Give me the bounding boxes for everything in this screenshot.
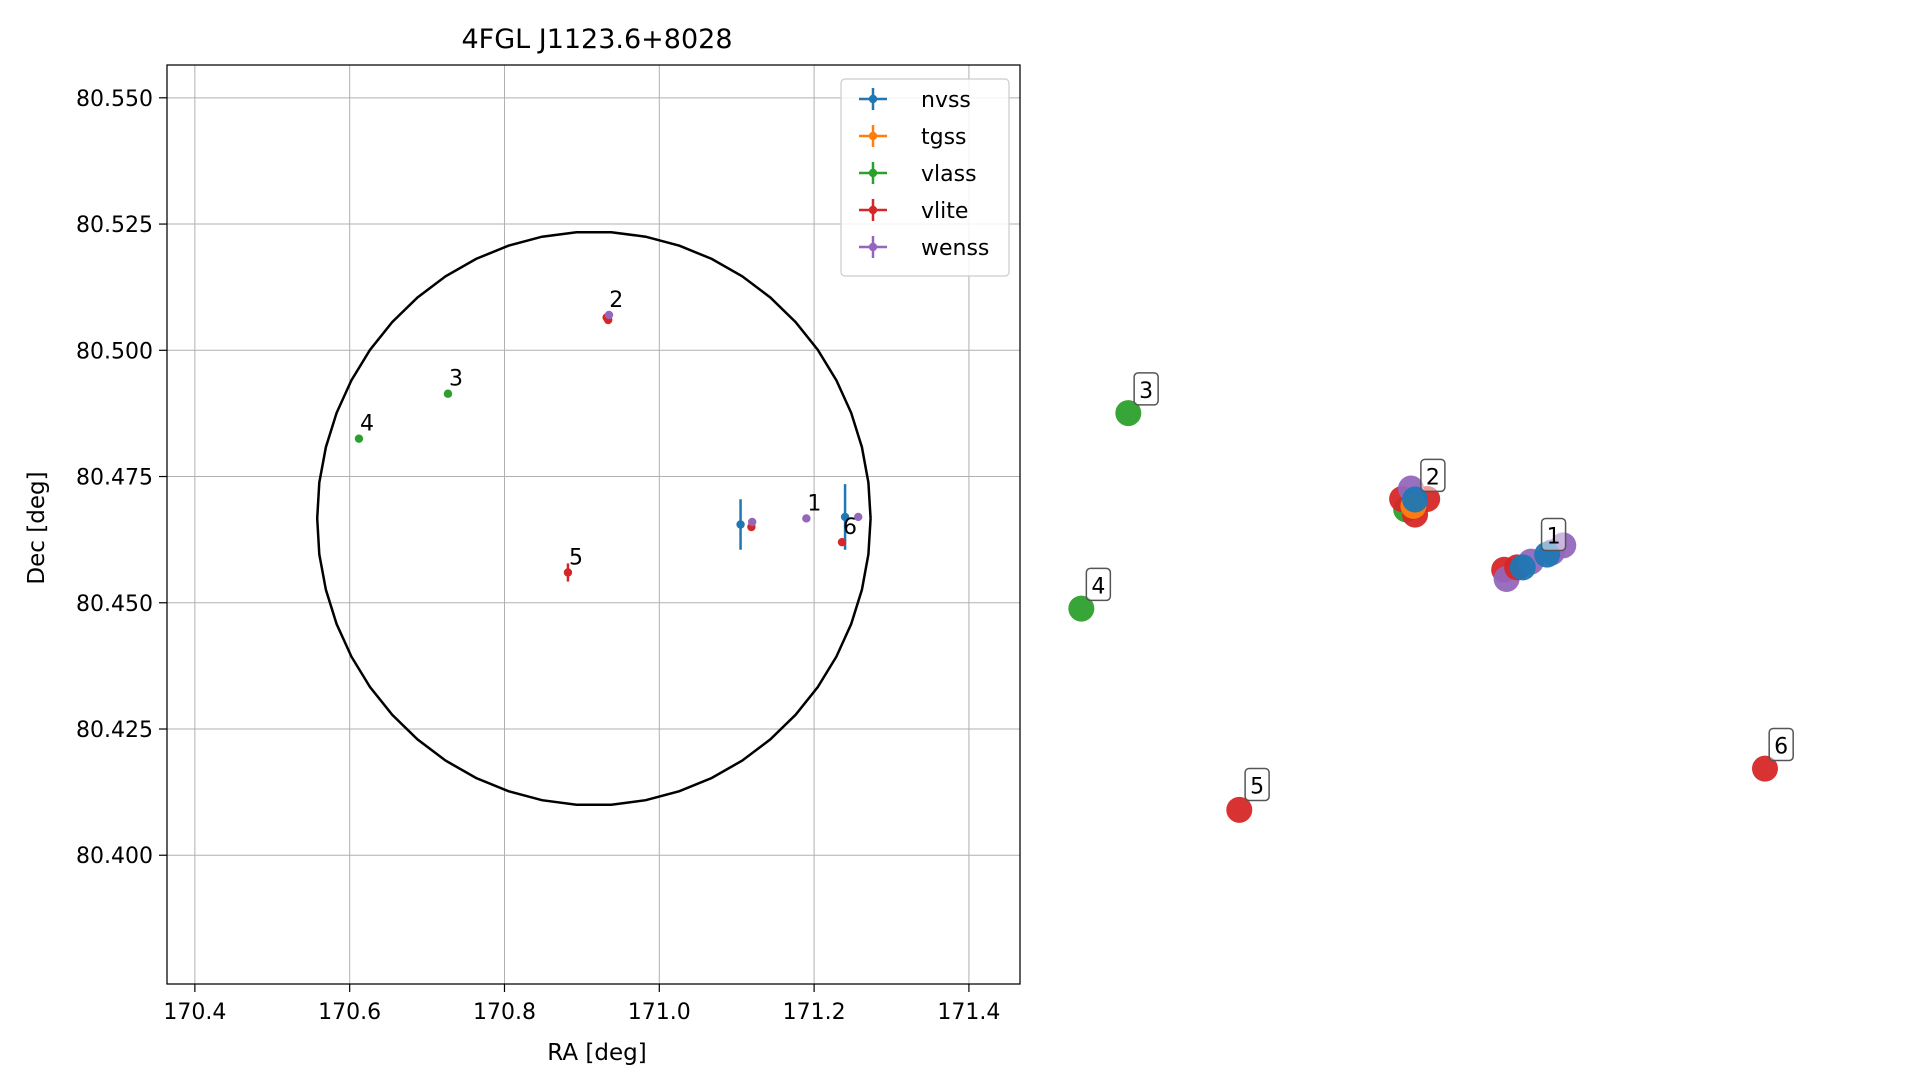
x-tick-label: 170.6 bbox=[318, 1000, 381, 1025]
y-axis-ticks: 80.400 80.425 80.450 80.475 80.500 80.525 80.5… bbox=[76, 87, 167, 869]
y-tick-label: 80.475 bbox=[76, 466, 153, 491]
marker bbox=[854, 512, 863, 522]
point-nvss bbox=[840, 484, 850, 550]
legend-entry-vlass: vlass bbox=[859, 162, 977, 187]
x-tick-label: 171.0 bbox=[628, 1000, 691, 1025]
annotation-layer: 1 2 3 4 5 6 bbox=[360, 288, 857, 571]
cluster-label: 3 bbox=[1133, 372, 1159, 406]
legend-marker bbox=[868, 131, 878, 141]
source-number-label: 6 bbox=[843, 515, 857, 540]
source-number-label: 2 bbox=[609, 288, 623, 313]
legend-marker bbox=[868, 94, 878, 104]
cluster-point bbox=[1509, 554, 1536, 581]
legend-label: nvss bbox=[921, 88, 971, 113]
label-box bbox=[1085, 567, 1112, 602]
label-box bbox=[1133, 372, 1159, 406]
legend-label: vlite bbox=[921, 199, 968, 224]
label-box bbox=[1244, 767, 1270, 802]
marker bbox=[747, 517, 757, 527]
label-box bbox=[1420, 458, 1446, 493]
point-wenss bbox=[854, 512, 863, 522]
label-text: 3 bbox=[1139, 379, 1153, 404]
cluster-point bbox=[1068, 595, 1095, 622]
cluster-label: 4 bbox=[1085, 567, 1112, 602]
label-text: 1 bbox=[1547, 525, 1561, 550]
y-tick-label: 80.525 bbox=[76, 213, 153, 238]
point-vlass bbox=[354, 434, 364, 443]
marker bbox=[736, 520, 745, 529]
source-number-label: 1 bbox=[807, 491, 821, 516]
y-tick-label: 80.500 bbox=[76, 339, 153, 364]
cluster-point bbox=[1751, 755, 1778, 782]
marker bbox=[840, 512, 850, 522]
marker bbox=[354, 434, 364, 443]
legend-label: tgss bbox=[921, 125, 967, 150]
legend-entry-tgss: tgss bbox=[859, 125, 967, 150]
plot-frame bbox=[166, 64, 1021, 985]
point-vlite bbox=[837, 537, 847, 547]
legend-marker bbox=[868, 205, 878, 215]
legend-label: wenss bbox=[921, 236, 989, 261]
x-tick-label: 170.4 bbox=[163, 1000, 226, 1025]
x-axis-ticks: 170.4 170.6 170.8 171.0 171.2 171.4 bbox=[163, 984, 1000, 1025]
y-axis-label: Dec [deg] bbox=[24, 471, 50, 584]
source-number-label: 5 bbox=[569, 545, 583, 570]
legend-marker bbox=[868, 168, 878, 178]
marker bbox=[604, 310, 614, 320]
point-wenss bbox=[747, 517, 757, 527]
label-text: 4 bbox=[1091, 574, 1105, 599]
point-wenss bbox=[802, 514, 811, 523]
x-axis-label: RA [deg] bbox=[547, 1040, 646, 1066]
cluster-label: 5 bbox=[1244, 767, 1270, 802]
y-tick-label: 80.425 bbox=[76, 718, 153, 743]
x-tick-label: 170.8 bbox=[473, 1000, 536, 1025]
cluster-label: 6 bbox=[1768, 727, 1794, 762]
y-tick-label: 80.400 bbox=[76, 844, 153, 869]
label-box bbox=[1540, 517, 1567, 552]
localization-ellipse bbox=[315, 230, 872, 806]
cluster-point bbox=[1226, 796, 1253, 823]
marker bbox=[837, 537, 847, 547]
label-box bbox=[1768, 727, 1794, 762]
y-tick-label: 80.450 bbox=[76, 592, 153, 617]
point-vlass bbox=[443, 389, 453, 398]
point-wenss bbox=[604, 310, 614, 320]
series-layer bbox=[354, 310, 863, 582]
point-nvss bbox=[736, 499, 745, 550]
source-number-label: 3 bbox=[449, 367, 463, 392]
label-text: 2 bbox=[1426, 465, 1440, 490]
source-number-label: 4 bbox=[360, 412, 374, 437]
radio-counterparts-plot: 1 2 3 4 5 6 170.4 170.6 170.8 171.0 171.2 171.4 80… bbox=[24, 24, 1021, 1066]
label-text: 5 bbox=[1250, 774, 1264, 799]
chart-title: 4FGL J1123.6+8028 bbox=[461, 24, 732, 55]
cluster-point bbox=[1115, 400, 1142, 427]
y-tick-label: 80.550 bbox=[76, 87, 153, 112]
marker bbox=[443, 389, 453, 398]
legend-marker bbox=[868, 242, 878, 252]
cluster-label: 2 bbox=[1420, 458, 1446, 493]
x-tick-label: 171.4 bbox=[937, 1000, 1000, 1025]
legend-entry-nvss: nvss bbox=[859, 88, 971, 113]
cluster-overview-plot: 1 2 3 4 5 6 bbox=[1068, 372, 1794, 823]
point-vlite bbox=[563, 563, 573, 582]
legend: nvss tgss vlass vlite wenss bbox=[840, 78, 1010, 277]
legend-entry-vlite: vlite bbox=[859, 199, 968, 224]
cluster-point bbox=[1402, 486, 1429, 513]
legend-label: vlass bbox=[921, 162, 977, 187]
marker bbox=[563, 568, 573, 577]
marker bbox=[802, 514, 811, 523]
cluster-label: 1 bbox=[1540, 517, 1567, 552]
ellipse-layer bbox=[315, 230, 872, 806]
label-text: 6 bbox=[1774, 734, 1788, 759]
x-tick-label: 171.2 bbox=[783, 1000, 846, 1025]
cluster-labels: 1 2 3 4 5 6 bbox=[1085, 372, 1794, 802]
legend-entry-wenss: wenss bbox=[859, 236, 989, 261]
legend-box bbox=[840, 78, 1010, 277]
